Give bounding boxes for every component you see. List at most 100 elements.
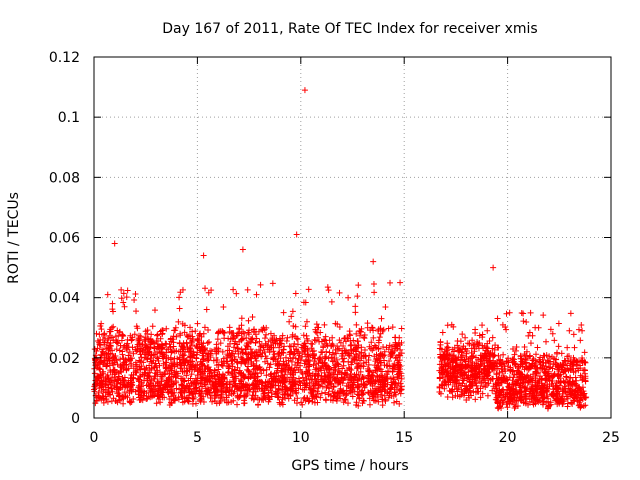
data-point [209,398,216,405]
data-point [114,390,121,397]
data-point [183,367,190,374]
data-point [263,372,270,379]
data-point [110,337,117,344]
data-point [247,338,254,345]
data-point [217,383,224,390]
data-point [377,353,384,360]
data-point [376,334,383,341]
data-point [369,391,376,398]
data-point [443,347,450,354]
data-point [269,280,276,287]
data-point [453,376,460,383]
data-point [332,320,339,327]
data-point [253,357,260,364]
data-point [93,374,100,381]
data-point [98,377,105,384]
data-point [323,397,330,404]
data-point [238,336,245,343]
data-point [189,366,196,373]
data-point [120,395,127,402]
data-point [579,327,586,334]
data-point [92,400,99,407]
data-point [305,286,312,293]
data-point [207,367,214,374]
data-point [282,354,289,361]
data-point [151,386,158,393]
data-point [104,339,111,346]
data-point [239,383,246,390]
data-point [564,344,571,351]
data-point [228,387,235,394]
data-point [183,332,190,339]
data-point [395,352,402,359]
data-point [217,394,224,401]
data-point [456,379,463,386]
data-point [373,387,380,394]
data-point [472,396,479,403]
data-point [245,317,252,324]
data-point [292,380,299,387]
data-point [374,364,381,371]
data-point [449,356,456,363]
data-point [301,394,308,401]
data-point [368,324,375,331]
data-point [314,370,321,377]
data-point [173,379,180,386]
data-point [261,348,268,355]
data-point [547,364,554,371]
x-tick-label: 15 [395,430,413,446]
data-point [192,390,199,397]
data-point [472,326,479,333]
data-point [250,360,257,367]
data-point [240,350,247,357]
data-point [135,376,142,383]
data-point [301,87,308,94]
data-point [120,290,127,297]
data-point [532,351,539,358]
data-point [380,352,387,359]
data-point [160,360,167,367]
data-point [116,347,123,354]
data-point [254,377,261,384]
data-point [540,312,547,319]
data-point [243,387,250,394]
data-point [141,336,148,343]
data-point [229,370,236,377]
data-point [388,379,395,386]
data-point [216,371,223,378]
data-point [177,389,184,396]
data-point [230,330,237,337]
data-point [148,352,155,359]
data-point [197,398,204,405]
data-point [302,351,309,358]
data-point [155,358,162,365]
data-point [379,402,386,409]
data-point [521,344,528,350]
data-point [149,323,156,330]
data-point [286,343,293,350]
data-point [135,384,142,391]
data-point [253,352,260,359]
data-point [581,359,588,366]
data-point [439,363,446,370]
data-point [279,367,286,374]
data-point [180,383,187,390]
data-point [332,361,339,368]
data-point [394,362,401,369]
data-point [231,366,238,373]
data-point [292,290,299,297]
data-point [137,358,144,365]
data-point [320,363,327,370]
data-point [133,369,140,376]
data-point [468,349,475,356]
data-point [151,363,158,370]
data-point [142,334,149,341]
data-point [256,363,263,370]
data-point [570,331,577,338]
data-point [287,378,294,385]
data-point [215,366,222,373]
data-point [125,365,132,372]
data-point [558,396,565,403]
data-point [113,339,120,346]
data-point [328,298,335,305]
